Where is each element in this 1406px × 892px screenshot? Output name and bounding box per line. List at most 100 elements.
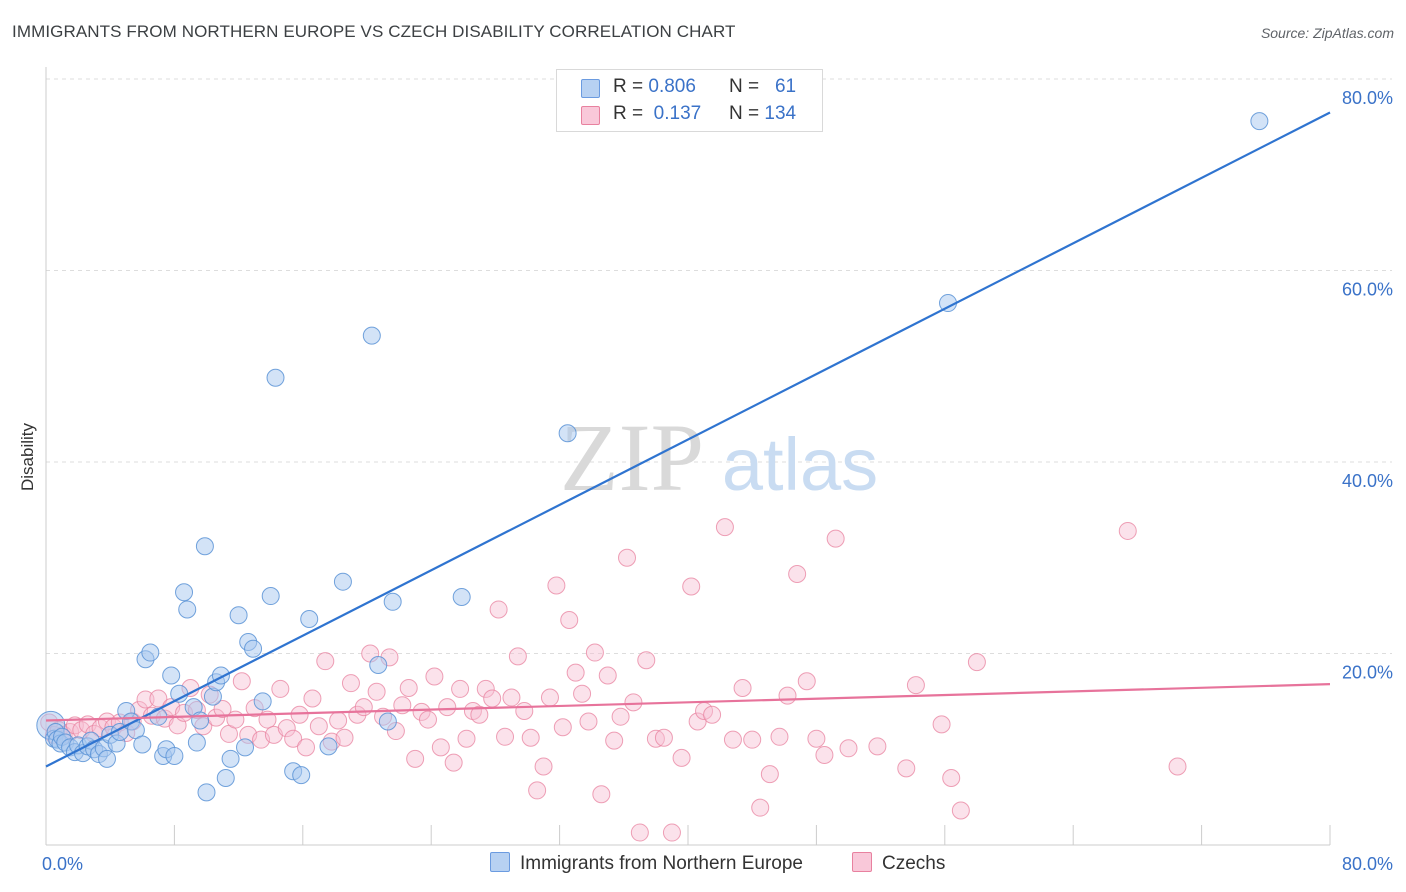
czechs-point bbox=[515, 701, 534, 720]
czechs-point bbox=[778, 686, 797, 705]
northern-europe-point bbox=[253, 692, 272, 711]
n-value-blue: 61 bbox=[774, 76, 797, 97]
czechs-point bbox=[425, 667, 444, 686]
northern-europe-point bbox=[452, 588, 471, 607]
pink-swatch bbox=[581, 106, 600, 125]
northern-europe-point bbox=[1250, 112, 1269, 131]
blue-swatch bbox=[490, 852, 510, 872]
czechs-point bbox=[630, 823, 649, 842]
northern-europe-point bbox=[362, 326, 381, 345]
czechs-point bbox=[807, 729, 826, 748]
stats-legend: R = 0.806 N = 61 R = 0.137 N = 134 bbox=[556, 69, 823, 132]
northern-europe-point bbox=[216, 768, 235, 787]
czechs-point bbox=[682, 577, 701, 596]
czechs-point bbox=[335, 728, 354, 747]
r-group: R = 0.806 bbox=[613, 76, 696, 98]
series-legend: Immigrants from Northern Europe Czechs bbox=[0, 852, 1406, 878]
czechs-point bbox=[232, 672, 251, 691]
czechs-point bbox=[662, 823, 681, 842]
czechs-point bbox=[797, 672, 816, 691]
czechs-point bbox=[534, 757, 553, 776]
czechs-point bbox=[297, 738, 316, 757]
r-value-blue: 0.806 bbox=[648, 76, 696, 97]
northern-europe-point bbox=[187, 733, 206, 752]
legend-item-czechs: Czechs bbox=[852, 852, 945, 875]
czechs-point bbox=[341, 674, 360, 693]
northern-europe-point bbox=[162, 666, 181, 685]
czechs-point bbox=[470, 705, 489, 724]
watermark-atlas: atlas bbox=[722, 423, 878, 506]
czechs-point bbox=[540, 688, 559, 707]
czechs-point bbox=[932, 715, 951, 734]
czechs-point bbox=[354, 698, 373, 717]
czechs-point bbox=[329, 711, 348, 730]
czechs-point bbox=[751, 798, 770, 817]
y-tick-label: 60.0% bbox=[1342, 280, 1393, 300]
czechs-point bbox=[760, 765, 779, 784]
czechs-point bbox=[226, 710, 245, 729]
northern-europe-point bbox=[197, 783, 216, 802]
legend-label-czechs: Czechs bbox=[882, 853, 946, 874]
czechs-point bbox=[303, 689, 322, 708]
axes bbox=[45, 67, 1331, 846]
trend-lines bbox=[45, 111, 1331, 768]
northern-europe-point bbox=[236, 738, 255, 757]
czechs-point bbox=[743, 730, 762, 749]
northern-europe-point bbox=[178, 600, 197, 619]
czechs-point bbox=[723, 730, 742, 749]
n-label: N = bbox=[729, 76, 760, 97]
pink-swatch bbox=[852, 852, 872, 872]
y-axis-label: Disability bbox=[18, 422, 37, 491]
czechs-point bbox=[560, 610, 579, 629]
northern-europe-point bbox=[191, 711, 210, 730]
czechs-point bbox=[967, 653, 986, 672]
czechs-point bbox=[438, 698, 457, 717]
northern-europe-point bbox=[141, 643, 160, 662]
tick-labels: 20.0% 40.0% 60.0% 80.0% 0.0% 80.0% bbox=[42, 88, 1393, 874]
czechs-point bbox=[733, 678, 752, 697]
czechs-point bbox=[672, 748, 691, 767]
czechs-point bbox=[553, 718, 572, 737]
czechs-point bbox=[316, 652, 335, 671]
northern-europe-point bbox=[165, 746, 184, 765]
czechs-point bbox=[367, 682, 386, 701]
czechs-point bbox=[418, 710, 437, 729]
czechs-point bbox=[496, 727, 515, 746]
czechs-point bbox=[444, 753, 463, 772]
czechs-point bbox=[703, 705, 722, 724]
czechs-point bbox=[839, 739, 858, 758]
czechs-point bbox=[451, 679, 470, 698]
czechs-point bbox=[528, 781, 547, 800]
grid-lines bbox=[46, 78, 1392, 654]
northern-europe-point bbox=[175, 583, 194, 602]
czechs-point bbox=[585, 643, 604, 662]
czechs-point bbox=[136, 690, 155, 709]
northern-europe-point bbox=[558, 424, 577, 443]
n-group: N = 134 bbox=[729, 103, 796, 125]
northern-europe-point bbox=[266, 368, 285, 387]
x-tick-label: 0.0% bbox=[42, 854, 83, 874]
source-label: Source: ZipAtlas.com bbox=[1260, 25, 1394, 41]
northern-europe-point bbox=[229, 606, 248, 625]
r-label: R = bbox=[613, 76, 644, 97]
y-tick-label: 80.0% bbox=[1342, 88, 1393, 108]
czechs-point bbox=[431, 738, 450, 757]
northern-europe-point bbox=[292, 766, 311, 785]
czechs-point bbox=[508, 647, 527, 666]
czechs-point bbox=[715, 518, 734, 537]
northern-europe-point bbox=[300, 610, 319, 629]
czechs-point bbox=[815, 745, 834, 764]
n-label: N = bbox=[729, 103, 760, 124]
czechs-point bbox=[406, 749, 425, 768]
czechs-point bbox=[521, 728, 540, 747]
czechs-point bbox=[483, 689, 502, 708]
northern-europe-point bbox=[221, 749, 240, 768]
czechs-point bbox=[770, 727, 789, 746]
legend-label-northern-europe: Immigrants from Northern Europe bbox=[520, 853, 803, 874]
northern-europe-point bbox=[378, 712, 397, 731]
czechs-point bbox=[1118, 521, 1137, 540]
n-value-pink: 134 bbox=[764, 103, 797, 124]
czechs-point bbox=[897, 759, 916, 778]
czechs-point bbox=[637, 651, 656, 670]
